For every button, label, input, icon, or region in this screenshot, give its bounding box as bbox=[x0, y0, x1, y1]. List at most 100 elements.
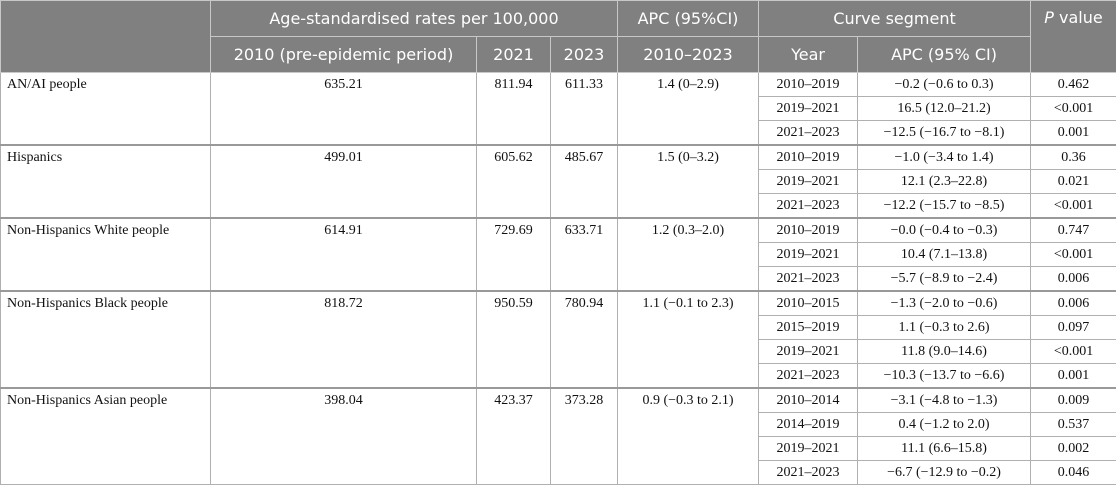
group-cell: AN/AI people bbox=[0, 72, 211, 146]
apc-cell: 12.1 (2.3–22.8) bbox=[857, 169, 1032, 194]
value-cell: 614.91 bbox=[210, 217, 477, 292]
header-cell: Year bbox=[758, 36, 859, 73]
p-value-cell: 0.006 bbox=[1030, 266, 1116, 292]
table-row: 2019–2021 16.5 (12.0–21.2) <0.001 bbox=[1, 96, 1116, 121]
value-cell: 950.59 bbox=[476, 290, 551, 389]
p-value-cell: <0.001 bbox=[1030, 193, 1116, 219]
year-cell: 2015–2019 bbox=[758, 315, 859, 340]
year-cell: 2010–2015 bbox=[758, 290, 859, 316]
group-cell: Non-Hispanics Asian people bbox=[0, 387, 211, 485]
year-cell: 2019–2021 bbox=[758, 339, 859, 364]
value-cell: 729.69 bbox=[476, 217, 551, 292]
apc-cell: −6.7 (−12.9 to −0.2) bbox=[857, 460, 1032, 485]
value-cell: 780.94 bbox=[549, 290, 619, 389]
year-cell: 2010–2019 bbox=[758, 144, 859, 170]
value-cell: 611.33 bbox=[549, 72, 619, 146]
value-cell: 0.9 (−0.3 to 2.1) bbox=[617, 387, 760, 485]
header-cell: 2023 bbox=[549, 36, 619, 73]
year-cell: 2014–2019 bbox=[758, 412, 859, 437]
table-row: 2015–2019 1.1 (−0.3 to 2.6) 0.097 bbox=[1, 315, 1116, 340]
table-row: 2021–2023 −5.7 (−8.9 to −2.4) 0.006 bbox=[1, 266, 1116, 292]
table-row: 2021–2023 −12.2 (−15.7 to −8.5) <0.001 bbox=[1, 193, 1116, 219]
table-row: 2019–2021 11.8 (9.0–14.6) <0.001 bbox=[1, 339, 1116, 364]
value-cell: 1.1 (−0.1 to 2.3) bbox=[617, 290, 760, 389]
p-value-cell: <0.001 bbox=[1030, 242, 1116, 267]
p-value-cell: 0.001 bbox=[1030, 363, 1116, 389]
table-row: 2021–2023 −6.7 (−12.9 to −0.2) 0.046 bbox=[1, 460, 1116, 485]
table-row: Non-Hispanics Black people 818.72 950.59 78… bbox=[0, 290, 1116, 389]
table-row: 2019–2021 12.1 (2.3–22.8) 0.021 bbox=[1, 169, 1116, 194]
value-cell: 423.37 bbox=[476, 387, 551, 485]
p-value-cell: 0.001 bbox=[1030, 120, 1116, 146]
year-cell: 2010–2014 bbox=[758, 387, 859, 413]
apc-cell: −3.1 (−4.8 to −1.3) bbox=[857, 387, 1032, 413]
apc-cell: −1.0 (−3.4 to 1.4) bbox=[857, 144, 1032, 170]
blank-header bbox=[0, 0, 211, 73]
table-row: AN/AI people 635.21 811.94 611.33 1.4 (0–2.9… bbox=[0, 72, 1116, 146]
p-value-cell: 0.36 bbox=[1030, 144, 1116, 170]
header-cell: 2010 (pre-epidemic period) bbox=[210, 36, 477, 73]
p-value-cell: 0.537 bbox=[1030, 412, 1116, 437]
value-cell: 1.4 (0–2.9) bbox=[617, 72, 760, 146]
apc-cell: 11.1 (6.6–15.8) bbox=[857, 436, 1032, 461]
year-cell: 2021–2023 bbox=[758, 120, 859, 146]
apc-cell: 16.5 (12.0–21.2) bbox=[857, 96, 1032, 121]
table-row: Non-Hispanics White people 614.91 729.69 63… bbox=[0, 217, 1116, 292]
header-cell: Curve segment bbox=[758, 0, 1032, 37]
header-cell: Age-standardised rates per 100,000 bbox=[209, 0, 619, 37]
table-body: AN/AI people 635.21 811.94 611.33 1.4 (0–2.9… bbox=[0, 72, 1116, 485]
p-value-cell: 0.006 bbox=[1030, 290, 1116, 316]
apc-cell: −1.3 (−2.0 to −0.6) bbox=[857, 290, 1032, 316]
header-cell: 2021 bbox=[476, 36, 551, 73]
value-cell: 485.67 bbox=[549, 144, 619, 219]
header-cell: 2010–2023 bbox=[617, 36, 760, 73]
table-row: 2019–2021 10.4 (7.1–13.8) <0.001 bbox=[1, 242, 1116, 267]
year-cell: 2021–2023 bbox=[758, 363, 859, 389]
table-row: Hispanics 499.01 605.62 485.67 1.5 (0–3.2) 20… bbox=[0, 144, 1116, 219]
header-cell: APC (95% CI) bbox=[857, 36, 1032, 73]
group-cell: Non-Hispanics Black people bbox=[0, 290, 211, 389]
p-value-cell: 0.009 bbox=[1030, 387, 1116, 413]
apc-cell: 10.4 (7.1–13.8) bbox=[857, 242, 1032, 267]
p-value-cell: 0.097 bbox=[1030, 315, 1116, 340]
value-cell: 398.04 bbox=[210, 387, 477, 485]
value-cell: 605.62 bbox=[476, 144, 551, 219]
apc-cell: 0.4 (−1.2 to 2.0) bbox=[857, 412, 1032, 437]
table-row: 2019–2021 11.1 (6.6–15.8) 0.002 bbox=[1, 436, 1116, 461]
p-value-cell: 0.462 bbox=[1030, 72, 1116, 97]
header-row: 2010 (pre-epidemic period) 2021 2023 2010–2… bbox=[1, 36, 1116, 73]
value-cell: 1.2 (0.3–2.0) bbox=[617, 217, 760, 292]
p-value-cell: 0.046 bbox=[1030, 460, 1116, 485]
value-cell: 499.01 bbox=[210, 144, 477, 219]
table-header: Age-standardised rates per 100,000 APC (… bbox=[0, 0, 1116, 73]
apc-cell: 1.1 (−0.3 to 2.6) bbox=[857, 315, 1032, 340]
p-value-cell: <0.001 bbox=[1030, 96, 1116, 121]
year-cell: 2019–2021 bbox=[758, 169, 859, 194]
header-cell: P value bbox=[1030, 0, 1116, 73]
value-cell: 633.71 bbox=[549, 217, 619, 292]
value-cell: 635.21 bbox=[210, 72, 477, 146]
p-value-cell: 0.021 bbox=[1030, 169, 1116, 194]
value-cell: 811.94 bbox=[476, 72, 551, 146]
table-row: Non-Hispanics Asian people 398.04 423.37 37… bbox=[0, 387, 1116, 485]
apc-cell: −0.2 (−0.6 to 0.3) bbox=[857, 72, 1032, 97]
table-row: 2021–2023 −12.5 (−16.7 to −8.1) 0.001 bbox=[1, 120, 1116, 146]
header-text: value bbox=[1059, 8, 1103, 27]
apc-cell: −5.7 (−8.9 to −2.4) bbox=[857, 266, 1032, 292]
year-cell: 2010–2019 bbox=[758, 217, 859, 243]
apc-cell: −10.3 (−13.7 to −6.6) bbox=[857, 363, 1032, 389]
apc-cell: −12.2 (−15.7 to −8.5) bbox=[857, 193, 1032, 219]
results-table: Age-standardised rates per 100,000 APC (… bbox=[0, 0, 1116, 485]
group-cell: Non-Hispanics White people bbox=[0, 217, 211, 292]
apc-cell: −12.5 (−16.7 to −8.1) bbox=[857, 120, 1032, 146]
group-cell: Hispanics bbox=[0, 144, 211, 219]
year-cell: 2019–2021 bbox=[758, 436, 859, 461]
p-value-cell: <0.001 bbox=[1030, 339, 1116, 364]
year-cell: 2021–2023 bbox=[758, 266, 859, 292]
value-cell: 1.5 (0–3.2) bbox=[617, 144, 760, 219]
header-text: P bbox=[1044, 8, 1054, 27]
year-cell: 2021–2023 bbox=[758, 460, 859, 485]
header-cell: APC (95%CI) bbox=[617, 0, 760, 37]
p-value-cell: 0.747 bbox=[1030, 217, 1116, 243]
value-cell: 818.72 bbox=[210, 290, 477, 389]
